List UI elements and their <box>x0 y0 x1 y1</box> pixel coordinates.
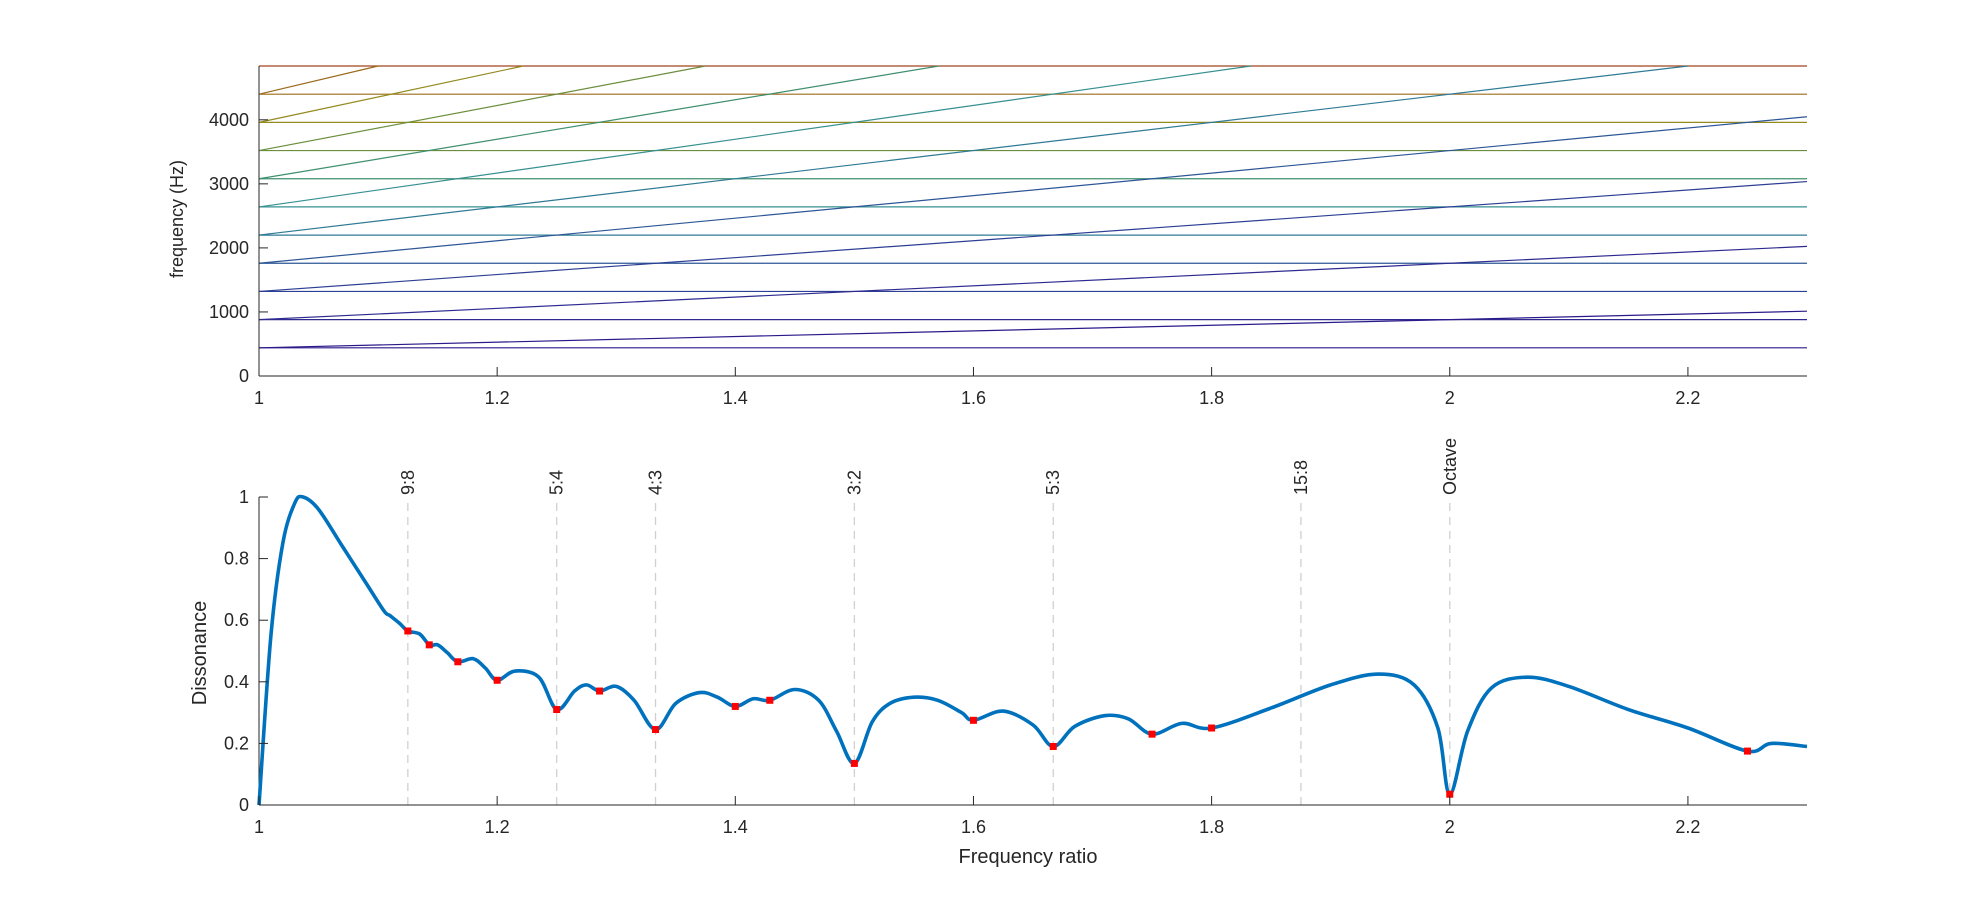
swept-partial-line <box>258 65 1251 208</box>
bottom-x-ticks: 1 1.2 1.4 1.6 1.8 2 2.2 <box>254 796 1700 837</box>
top-y-ticks: 0 1000 2000 3000 4000 <box>209 110 268 386</box>
minimum-marker <box>404 627 412 635</box>
y-tick-label: 0.8 <box>224 549 249 569</box>
swept-partial-line <box>258 310 1808 349</box>
minimum-marker <box>1743 747 1751 755</box>
minimum-marker <box>731 702 739 710</box>
x-tick-label: 2 <box>1445 817 1455 837</box>
y-tick-label: 0 <box>239 795 249 815</box>
minimum-marker <box>969 716 977 724</box>
bottom-x-axis-label: Frequency ratio <box>959 846 1098 868</box>
bottom-y-ticks: 0 0.2 0.4 0.6 0.8 1 <box>224 487 268 815</box>
minimum-marker <box>425 641 433 649</box>
x-tick-label: 1.2 <box>485 817 510 837</box>
swept-partial-line <box>258 65 524 123</box>
interval-label: Octave <box>1440 438 1460 495</box>
x-tick-label: 1.6 <box>961 388 986 408</box>
y-tick-label: 2000 <box>209 238 249 258</box>
x-tick-label: 1.4 <box>723 388 748 408</box>
x-tick-label: 1 <box>254 388 264 408</box>
interval-label: 3:2 <box>844 470 864 495</box>
minimum-marker <box>1148 730 1156 738</box>
partial-series-group <box>258 65 1808 349</box>
swept-partial-line <box>258 245 1808 321</box>
swept-partial-line <box>258 180 1808 293</box>
x-tick-label: 1.4 <box>723 817 748 837</box>
minimum-marker <box>1049 742 1057 750</box>
x-tick-label: 1.6 <box>961 817 986 837</box>
minimum-marker <box>454 658 462 666</box>
y-tick-label: 0 <box>239 366 249 386</box>
x-tick-label: 2.2 <box>1675 388 1700 408</box>
interval-label: 5:3 <box>1043 470 1063 495</box>
y-tick-label: 4000 <box>209 110 249 130</box>
swept-partial-line <box>258 65 706 152</box>
minimum-marker <box>766 696 774 704</box>
bottom-y-axis-label: Dissonance <box>189 601 211 706</box>
x-tick-label: 1 <box>254 817 264 837</box>
minima-markers <box>404 627 1751 798</box>
minimum-marker <box>652 726 660 734</box>
minimum-marker <box>1446 790 1454 798</box>
interval-label: 4:3 <box>646 470 666 495</box>
x-tick-label: 1.8 <box>1199 817 1224 837</box>
swept-partial-line <box>258 65 1688 236</box>
y-tick-label: 1 <box>239 487 249 507</box>
dissonance-curve <box>257 494 1808 806</box>
top-y-axis-label: frequency (Hz) <box>167 160 187 278</box>
interval-annotations: 9:8 5:4 4:3 3:2 5:3 15:8 Octave <box>398 438 1460 805</box>
y-tick-label: 0.6 <box>224 610 249 630</box>
interval-label: 15:8 <box>1291 460 1311 495</box>
y-tick-label: 0.2 <box>224 733 249 753</box>
x-tick-label: 2 <box>1445 388 1455 408</box>
top-axes <box>258 66 1807 377</box>
y-tick-label: 1000 <box>209 302 249 322</box>
x-tick-label: 1.8 <box>1199 388 1224 408</box>
dissonance-chart: 9:8 5:4 4:3 3:2 5:3 15:8 Octave 1 1.2 1.4 1.6 1.8 2… <box>189 438 1808 868</box>
x-tick-label: 1.2 <box>485 388 510 408</box>
interval-label: 5:4 <box>547 470 567 495</box>
dissonance-curve-group <box>257 494 1808 806</box>
swept-partial-line <box>258 65 940 180</box>
top-x-ticks: 1 1.2 1.4 1.6 1.8 2 2.2 <box>254 367 1700 408</box>
minimum-marker <box>1208 724 1216 732</box>
swept-partial-line <box>258 116 1808 264</box>
partials-chart: 1 1.2 1.4 1.6 1.8 2 2.2 0 1000 2000 3000 4000 freq… <box>167 65 1808 408</box>
y-tick-label: 0.4 <box>224 672 249 692</box>
x-tick-label: 2.2 <box>1675 817 1700 837</box>
minimum-marker <box>553 706 561 714</box>
minimum-marker <box>850 759 858 767</box>
minimum-marker <box>596 687 604 695</box>
interval-label: 9:8 <box>398 470 418 495</box>
minimum-marker <box>493 676 501 684</box>
y-tick-label: 3000 <box>209 174 249 194</box>
swept-partial-line <box>258 65 379 95</box>
bottom-axes <box>258 497 1807 806</box>
